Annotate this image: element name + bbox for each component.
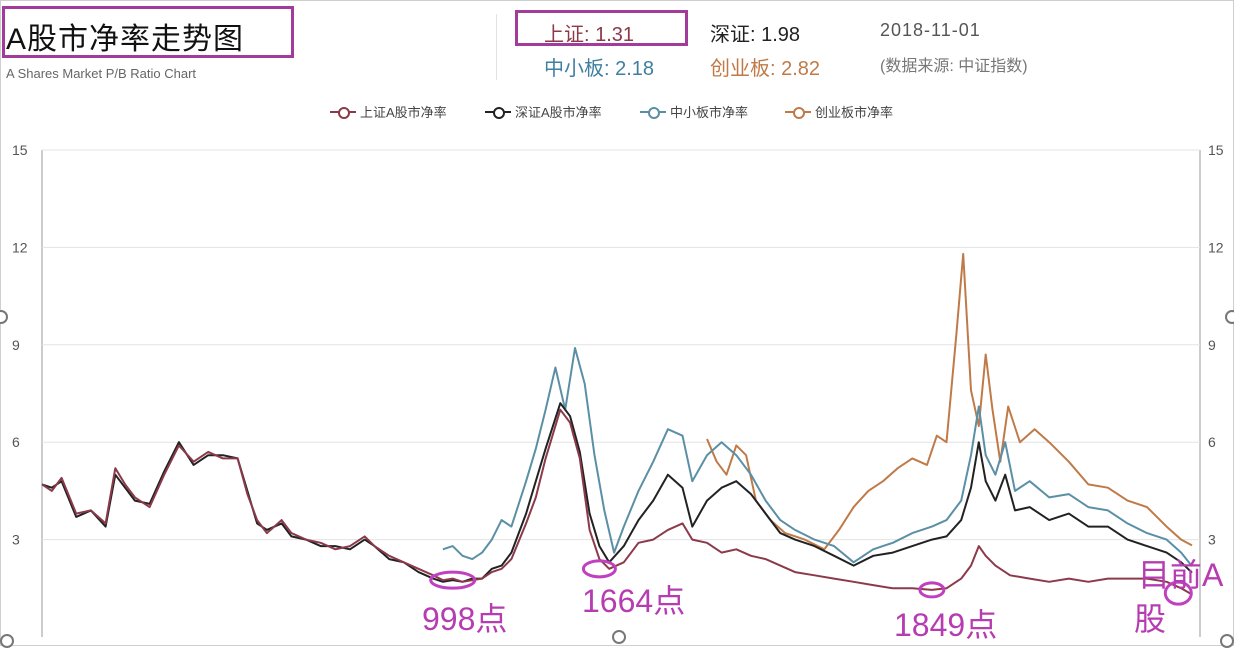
- stat-shenzhen: 深证: 1.98: [710, 24, 801, 46]
- chart-subtitle: A Shares Market P/B Ratio Chart: [6, 66, 197, 81]
- data-source: (数据来源: 中证指数): [880, 58, 1028, 75]
- legend-swatch: [485, 106, 511, 119]
- y-tick-label-left: 9: [12, 337, 20, 353]
- annotation-circle-0: [429, 570, 477, 590]
- legend-label: 中小板市净率: [670, 105, 749, 120]
- legend-swatch: [640, 106, 666, 119]
- header-divider: [496, 14, 497, 80]
- legend-item-sme: 中小板市净率: [640, 102, 748, 121]
- annotation-current-line1: 目前A: [1138, 557, 1224, 593]
- legend-swatch: [330, 106, 356, 119]
- y-tick-label-left: 6: [12, 434, 20, 450]
- annotation-1849: 1849点: [894, 607, 998, 643]
- title-highlight-box: [2, 6, 294, 58]
- y-tick-label-right: 15: [1208, 142, 1224, 158]
- series-line-2: [442, 347, 1193, 567]
- stat-shanghai: 上证: 1.31: [544, 24, 635, 46]
- annotation-circle-3: [1163, 580, 1193, 606]
- y-tick-label-right: 9: [1208, 337, 1216, 353]
- annotation-circle-1: [581, 559, 617, 579]
- series-line-0: [41, 408, 1193, 596]
- legend-item-shenzhen: 深证A股市净率: [485, 102, 602, 121]
- legend-label: 上证A股市净率: [360, 105, 447, 120]
- legend-item-shanghai: 上证A股市净率: [330, 102, 447, 121]
- y-tick-label-right: 3: [1208, 532, 1216, 548]
- annotation-current-line2: 股: [1134, 601, 1167, 637]
- annotation-998: 998点: [422, 601, 508, 637]
- y-tick-label-left: 15: [12, 142, 28, 158]
- legend-item-chinext: 创业板市净率: [785, 102, 893, 121]
- stat-chinext: 创业板: 2.82: [710, 58, 821, 80]
- resize-handle-right[interactable]: [1225, 310, 1234, 324]
- stat-sme: 中小板: 2.18: [544, 58, 655, 80]
- y-tick-label-right: 6: [1208, 434, 1216, 450]
- chart-title: A股市净率走势图: [6, 23, 245, 56]
- legend-label: 创业板市净率: [815, 105, 894, 120]
- legend-label: 深证A股市净率: [515, 105, 602, 120]
- chart-date: 2018-11-01: [880, 20, 981, 40]
- y-tick-label-right: 12: [1208, 239, 1224, 255]
- shanghai-highlight-box: [515, 10, 688, 46]
- legend-swatch: [785, 106, 811, 119]
- annotation-circle-2: [918, 581, 946, 599]
- annotation-1664: 1664点: [582, 583, 686, 619]
- resize-handle-left[interactable]: [0, 310, 8, 324]
- series-line-1: [41, 402, 1193, 583]
- y-tick-label-left: 3: [12, 532, 20, 548]
- series-line-3: [706, 252, 1193, 551]
- y-tick-label-left: 12: [12, 239, 28, 255]
- resize-handle-bottom[interactable]: [612, 630, 626, 644]
